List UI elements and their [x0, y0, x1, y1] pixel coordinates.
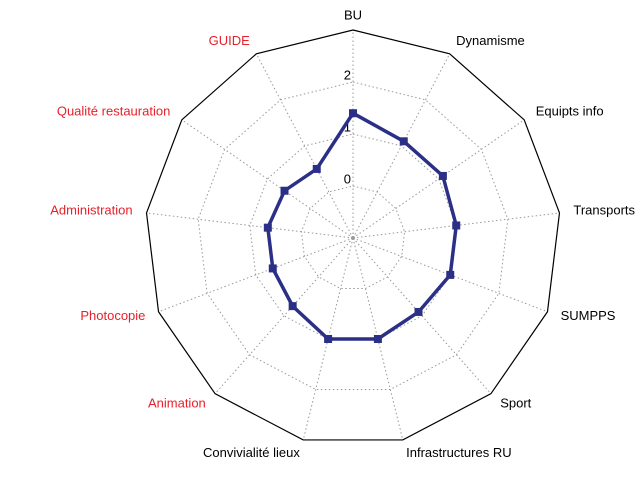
axis-label: Equipts info: [536, 103, 604, 118]
spoke: [352, 53, 451, 239]
point: [399, 137, 408, 146]
point: [373, 334, 382, 343]
axis-label: GUIDE: [209, 33, 251, 48]
point: [324, 334, 333, 343]
point: [438, 171, 447, 180]
point: [263, 223, 272, 232]
spoke: [352, 119, 525, 239]
axis-label: Dynamisme: [456, 33, 525, 48]
axis-label: SUMPPS: [561, 308, 616, 323]
axis-label: Sport: [500, 396, 531, 411]
outer-ring: [145, 29, 561, 441]
spoke: [214, 237, 354, 395]
r-tick-label: 0: [344, 171, 351, 186]
axis-label: Infrastructures RU: [406, 445, 511, 460]
point: [268, 264, 277, 273]
axis-label: Photocopie: [80, 308, 145, 323]
point: [349, 109, 357, 118]
r-tick-label: 2: [344, 67, 351, 82]
spoke: [146, 212, 354, 239]
axis-label: Animation: [148, 396, 206, 411]
axis-label: Administration: [50, 203, 132, 218]
series-line: [266, 110, 459, 341]
point: [312, 164, 321, 173]
point: [288, 302, 297, 311]
axis-label: Qualité restauration: [57, 103, 170, 118]
axis-label: Convivialité lieux: [203, 445, 300, 460]
grid-ring: [197, 81, 509, 390]
point: [446, 270, 455, 279]
point: [414, 307, 423, 316]
point: [452, 221, 461, 230]
center: [351, 236, 355, 240]
axis-label: Transports: [573, 203, 635, 218]
spoke: [181, 119, 354, 239]
r-tick-label: 1: [344, 119, 351, 134]
point: [280, 186, 289, 195]
spoke: [158, 237, 354, 313]
axis-label: BU: [344, 7, 362, 22]
